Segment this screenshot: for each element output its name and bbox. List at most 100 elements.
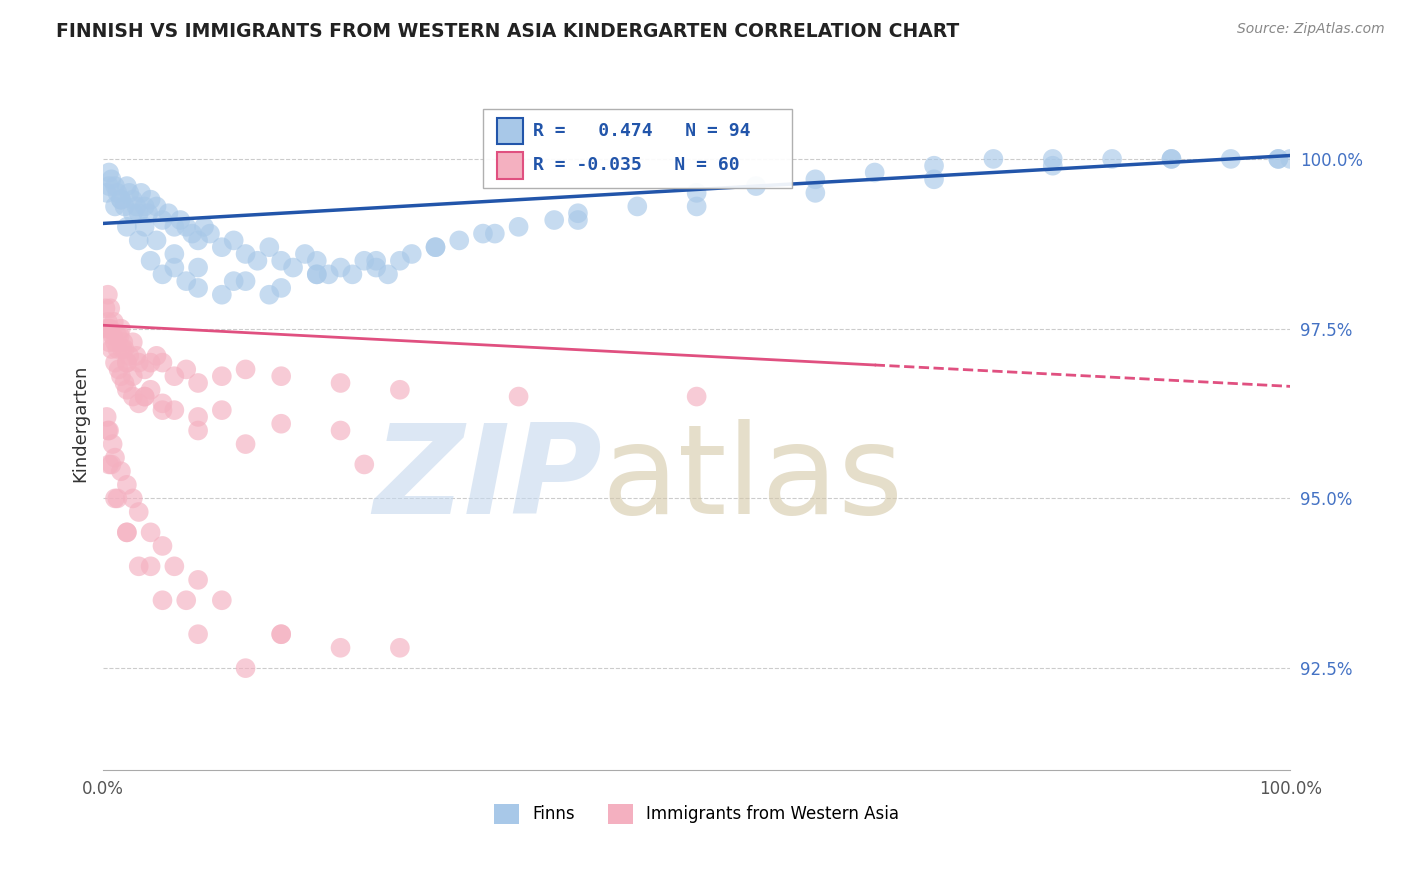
Point [110,193,132,207]
Point [804,186,827,200]
Point [105,186,128,200]
Point [107,362,129,376]
Point [163,559,186,574]
Point [114,199,136,213]
Bar [498,118,523,144]
Point [139,525,162,540]
Point [235,362,257,376]
Point [98,179,121,194]
Point [163,403,186,417]
Point [508,390,530,404]
Point [128,505,150,519]
Point [104,491,127,506]
Point [270,627,292,641]
Point [187,281,209,295]
Point [922,159,945,173]
Point [98,301,121,316]
Point [567,206,589,220]
Point [626,199,648,213]
Point [169,213,191,227]
Text: FINNISH VS IMMIGRANTS FROM WESTERN ASIA KINDERGARTEN CORRELATION CHART: FINNISH VS IMMIGRANTS FROM WESTERN ASIA … [56,22,959,41]
Point [353,458,375,472]
Point [125,349,148,363]
Point [105,342,128,356]
Point [128,559,150,574]
Point [472,227,495,241]
Point [567,213,589,227]
Point [152,213,174,227]
Point [108,328,131,343]
Point [270,369,292,384]
Point [1160,152,1182,166]
Point [100,172,122,186]
Text: R = -0.035   N = 60: R = -0.035 N = 60 [533,156,740,175]
Point [110,464,132,478]
Point [863,165,886,179]
Point [136,206,159,220]
Point [110,321,132,335]
Point [98,458,121,472]
Point [139,559,162,574]
Point [187,573,209,587]
Point [121,193,143,207]
Point [98,321,121,335]
Point [96,321,118,335]
Point [152,539,174,553]
Point [1160,152,1182,166]
Point [174,219,197,234]
Point [305,268,328,282]
Point [152,593,174,607]
Point [139,253,162,268]
Point [145,349,167,363]
Point [118,349,141,363]
Point [97,424,120,438]
Point [114,342,136,356]
Point [139,383,162,397]
Point [97,287,120,301]
Point [104,450,127,465]
Point [134,390,156,404]
Point [181,227,204,241]
Point [983,152,1005,166]
Point [121,369,143,384]
Point [145,234,167,248]
Point [187,376,209,390]
Point [134,219,156,234]
Point [134,199,156,213]
Point [187,424,209,438]
Point [211,287,233,301]
Point [128,234,150,248]
Point [125,199,148,213]
Point [112,335,135,350]
Point [98,321,121,335]
Text: atlas: atlas [602,418,904,540]
Point [110,369,132,384]
Point [152,396,174,410]
Point [114,376,136,390]
Point [1219,152,1241,166]
Point [97,315,120,329]
Point [543,213,565,227]
Point [222,234,245,248]
Point [163,247,186,261]
Point [163,260,186,275]
Point [100,342,122,356]
Point [425,240,447,254]
Point [101,328,124,343]
Point [222,274,245,288]
Point [174,593,197,607]
Point [98,335,121,350]
Point [259,287,281,301]
Point [145,199,167,213]
Point [1267,152,1289,166]
Point [211,593,233,607]
Point [115,478,138,492]
Point [388,253,411,268]
Point [121,390,143,404]
Point [98,424,121,438]
Point [104,356,127,370]
Point [187,627,209,641]
Point [425,240,447,254]
Point [134,362,156,376]
Point [329,376,352,390]
